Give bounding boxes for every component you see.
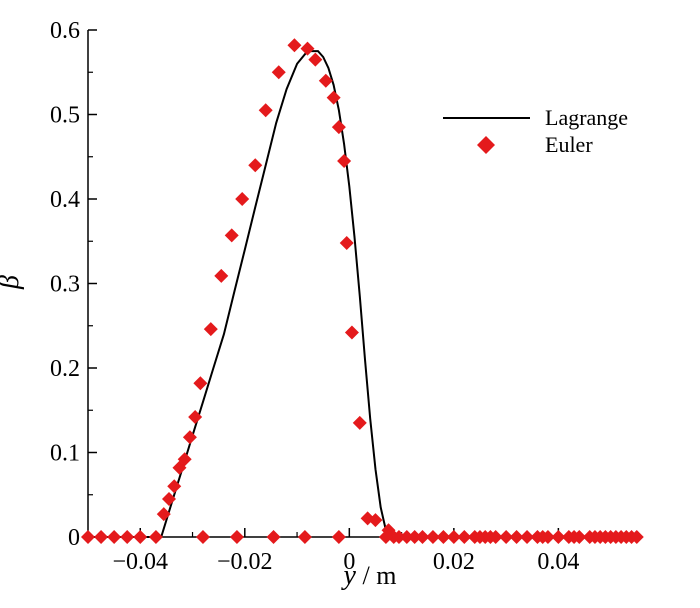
legend: Lagrange Euler — [443, 105, 628, 157]
data-point-euler — [415, 530, 430, 544]
y-tick-label: 0 — [68, 525, 80, 551]
data-point-euler — [148, 530, 163, 544]
x-axis-title: y / m — [341, 560, 397, 591]
data-point-euler — [551, 530, 566, 544]
x-axis-separator: / — [356, 561, 376, 590]
data-point-euler — [407, 530, 422, 544]
data-point-euler — [162, 491, 177, 506]
data-point-euler — [107, 530, 122, 544]
data-point-euler — [156, 507, 171, 522]
data-point-euler — [287, 38, 302, 53]
data-point-euler — [300, 41, 315, 56]
data-point-euler — [629, 530, 644, 544]
x-tick-label: 0 — [343, 549, 355, 575]
data-point-euler — [297, 530, 312, 544]
legend-marker-euler — [477, 136, 495, 154]
x-tick-label: −0.02 — [217, 549, 273, 575]
data-point-euler — [425, 530, 440, 544]
data-point-euler — [81, 530, 95, 544]
data-point-euler — [266, 530, 281, 544]
data-point-euler — [457, 530, 472, 544]
data-point-euler — [308, 52, 323, 67]
x-axis-var: y — [341, 560, 357, 591]
data-point-euler — [368, 513, 383, 528]
data-point-euler — [120, 530, 135, 544]
series-line-lagrange — [88, 50, 642, 538]
x-tick-label: 0.02 — [433, 549, 475, 575]
data-point-euler — [94, 530, 109, 544]
data-point-euler — [572, 530, 587, 544]
data-point-euler — [339, 235, 354, 250]
data-point-euler — [318, 73, 333, 88]
data-point-euler — [326, 90, 341, 105]
x-tick-label: 0.04 — [537, 549, 579, 575]
x-axis-unit: m — [376, 561, 396, 590]
data-point-euler — [378, 530, 393, 544]
y-tick-label: 0.5 — [50, 103, 80, 129]
data-point-euler — [499, 530, 514, 544]
data-point-euler — [331, 530, 346, 544]
data-point-euler — [133, 530, 148, 544]
y-tick-label: 0.3 — [50, 272, 80, 298]
legend-label-euler: Euler — [545, 132, 593, 157]
data-point-euler — [436, 530, 451, 544]
data-point-euler — [446, 530, 461, 544]
x-tick-label: −0.04 — [112, 549, 168, 575]
legend-label-lagrange: Lagrange — [545, 105, 628, 130]
data-point-euler — [193, 376, 208, 391]
data-point-euler — [214, 268, 229, 283]
data-point-euler — [352, 415, 367, 430]
data-point-euler — [344, 325, 359, 340]
data-point-euler — [540, 530, 555, 544]
series-layer — [81, 38, 644, 544]
data-point-euler — [248, 158, 263, 173]
data-point-euler — [167, 479, 182, 494]
data-point-euler — [520, 530, 535, 544]
y-axis-title: β — [0, 275, 25, 290]
labels-layer: β y / m — [0, 275, 396, 591]
data-point-euler — [271, 65, 286, 80]
data-point-euler — [224, 228, 239, 243]
y-tick-label: 0.2 — [50, 356, 80, 382]
axes-layer: 0 0.1 0.2 0.3 0.4 0.5 0.6 −0.04 −0.02 0 0.02 0.04 — [50, 18, 642, 575]
data-point-euler — [399, 530, 414, 544]
data-point-euler — [177, 452, 192, 467]
data-point-euler — [195, 530, 210, 544]
data-point-euler — [182, 430, 197, 445]
data-point-euler — [203, 322, 218, 337]
data-point-euler — [331, 120, 346, 135]
data-point-euler — [337, 153, 352, 168]
data-point-euler — [258, 103, 273, 118]
y-tick-label: 0.4 — [50, 187, 80, 213]
data-point-euler — [188, 410, 203, 425]
data-point-euler — [235, 192, 250, 206]
y-tick-label: 0.6 — [50, 18, 80, 44]
data-point-euler — [488, 530, 503, 544]
data-point-euler — [391, 530, 406, 544]
y-tick-label: 0.1 — [50, 441, 80, 467]
data-point-euler — [509, 530, 524, 544]
data-point-euler — [229, 530, 244, 544]
